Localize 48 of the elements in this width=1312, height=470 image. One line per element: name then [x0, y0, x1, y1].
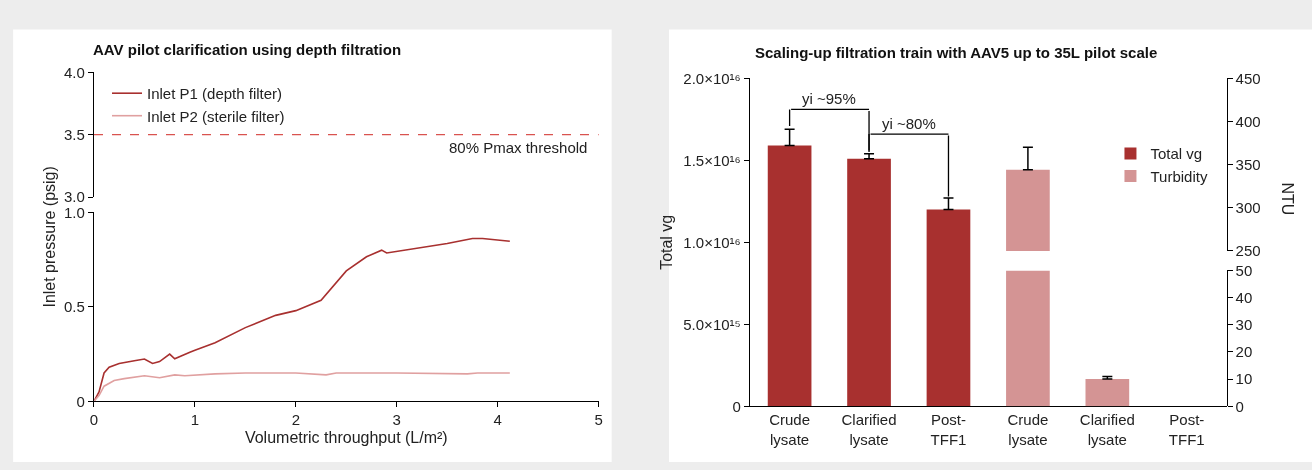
legend-label: Inlet P2 (sterile filter) — [147, 107, 285, 125]
y2-tick-label: 20 — [1235, 343, 1253, 361]
x-tick-label: 5 — [594, 411, 603, 429]
ref-line-label: 80% Pmax threshold — [449, 139, 588, 156]
y3-tick-label: 400 — [1235, 112, 1261, 130]
x-axis-title: Volumetric throughput (L/m²) — [244, 429, 448, 447]
x-tick-label: Post- TFF1 — [1168, 411, 1205, 448]
legend-label: Inlet P1 (depth filter) — [147, 85, 283, 103]
y2-tick-label: 30 — [1235, 315, 1253, 333]
y2-axis-title: NTU — [1278, 182, 1296, 216]
y3-tick-label: 250 — [1235, 242, 1261, 260]
y3-tick-label: 3.0 — [64, 188, 85, 206]
x-tick-label: Post- TFF1 — [930, 411, 967, 448]
y-tick-label: 1.0×10¹⁶ — [683, 233, 741, 251]
y3-tick-label: 350 — [1235, 155, 1261, 173]
y-tick-label: 5.0×10¹⁵ — [683, 315, 741, 333]
y-tick-label: 1.5×10¹⁶ — [683, 151, 741, 169]
y3-tick-label: 450 — [1235, 69, 1261, 87]
legend-label: Total vg — [1150, 145, 1203, 163]
annotation: yi ~95% — [802, 90, 856, 107]
line-series — [93, 372, 511, 402]
x-tick-label: Clarified lysate — [1079, 411, 1135, 448]
x-tick-label: Crude lysate — [769, 411, 811, 448]
y-tick-label: 1.0 — [64, 203, 85, 221]
legend-label: Turbidity — [1150, 167, 1208, 185]
x-tick-label: 1 — [190, 411, 200, 429]
y2-tick-label: 0 — [1235, 397, 1244, 415]
y-tick-label: 0 — [76, 392, 85, 410]
x-tick-label: 2 — [291, 411, 301, 429]
y3-tick-label: 300 — [1235, 199, 1261, 216]
x-tick-label: 4 — [493, 411, 502, 429]
y-axis-title: Inlet pressure (psig) — [40, 166, 58, 308]
y3-tick-label: 4.0 — [64, 63, 85, 81]
y-axis-title: Total vg — [658, 214, 676, 270]
x-tick-label: Clarified lysate — [841, 411, 897, 448]
y2-tick-label: 40 — [1235, 288, 1253, 306]
y3-tick-label: 3.5 — [64, 125, 85, 143]
y-tick-label: 0 — [732, 397, 741, 415]
y2-tick-label: 50 — [1235, 261, 1253, 279]
x-tick-label: 0 — [89, 411, 99, 429]
x-tick-label: Crude lysate — [1007, 411, 1049, 448]
y-tick-label: 0.5 — [64, 298, 85, 316]
chart-title: AAV pilot clarification using depth filtration — [93, 41, 402, 58]
chart-title: Scaling-up filtration train with AAV5 up to 35L pilot scale — [755, 44, 1158, 61]
y-tick-label: 2.0×10¹⁶ — [683, 69, 741, 87]
y2-tick-label: 10 — [1235, 370, 1253, 388]
annotation: yi ~80% — [882, 115, 936, 132]
x-tick-label: 3 — [392, 411, 401, 429]
